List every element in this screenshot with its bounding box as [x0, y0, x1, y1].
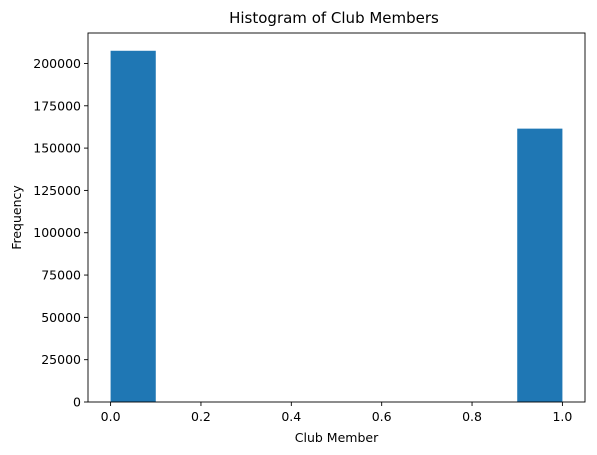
y-tick-label: 75000 — [41, 268, 81, 283]
x-tick-label: 1.0 — [552, 409, 572, 424]
x-tick-label: 0.8 — [462, 409, 482, 424]
chart-title: Histogram of Club Members — [229, 9, 439, 27]
y-axis-label: Frequency — [9, 185, 24, 250]
y-tick-label: 100000 — [33, 225, 81, 240]
plot-frame — [87, 32, 586, 403]
histogram-bar-1 — [517, 128, 563, 402]
y-tick-label: 0 — [73, 395, 81, 410]
y-tick-label: 125000 — [33, 183, 81, 198]
y-tick-label: 50000 — [41, 310, 81, 325]
x-tick-label: 0.4 — [281, 409, 301, 424]
y-axis-ticks: 0 25000 50000 75000 100000 125000 150000 175000… — [33, 56, 88, 410]
y-tick-label: 150000 — [33, 141, 81, 156]
bars-group — [110, 50, 563, 402]
y-tick-label: 25000 — [41, 352, 81, 367]
x-tick-label: 0.2 — [191, 409, 211, 424]
x-axis-label: Club Member — [295, 430, 379, 445]
x-tick-label: 0.0 — [101, 409, 121, 424]
histogram-bar-0 — [110, 50, 156, 402]
y-tick-label: 175000 — [33, 98, 81, 113]
x-tick-label: 0.6 — [372, 409, 392, 424]
x-axis-ticks: 0.0 0.2 0.4 0.6 0.8 1.0 — [101, 402, 572, 424]
y-tick-label: 200000 — [33, 56, 81, 71]
